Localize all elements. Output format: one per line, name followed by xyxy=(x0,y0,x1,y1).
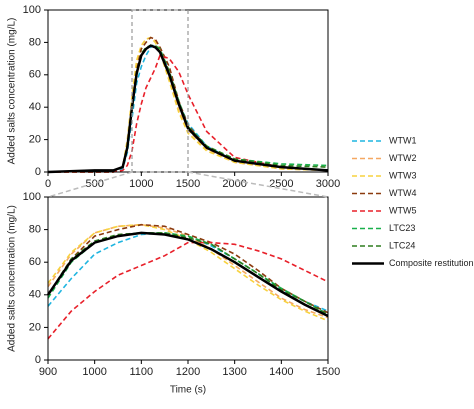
y-tick-label: 20 xyxy=(29,321,41,333)
x-tick-label: 500 xyxy=(85,178,103,190)
y-tick-label: 80 xyxy=(29,224,41,236)
legend-label: LTC23 xyxy=(389,223,415,233)
y-tick-label: 40 xyxy=(29,101,41,113)
zoom-connector xyxy=(187,171,329,198)
x-tick-label: 1300 xyxy=(222,366,246,378)
y-tick-label: 20 xyxy=(29,134,41,146)
x-tick-label: 1500 xyxy=(316,366,340,378)
x-tick-label: 900 xyxy=(39,366,57,378)
legend-label: WTW5 xyxy=(389,205,417,215)
plot-frame xyxy=(47,196,329,361)
x-tick-label: 1400 xyxy=(269,366,293,378)
y-tick-label: 80 xyxy=(29,36,41,48)
x-tick-label: 1500 xyxy=(176,178,200,190)
y-tick-label: 100 xyxy=(23,191,41,203)
x-tick-label: 3000 xyxy=(316,178,340,190)
series-line xyxy=(47,44,329,174)
y-tick-label: 0 xyxy=(35,166,41,178)
y-tick-label: 100 xyxy=(23,4,41,16)
y-tick-label: 40 xyxy=(29,289,41,301)
x-tick-label: 1200 xyxy=(176,366,200,378)
x-axis-label: Time (s) xyxy=(170,385,206,396)
y-tick-label: 60 xyxy=(29,256,41,268)
series-line xyxy=(47,241,329,340)
series-line xyxy=(48,54,329,173)
legend-label: WTW3 xyxy=(389,170,417,180)
y-tick-label: 60 xyxy=(29,69,41,81)
x-tick-label: 1000 xyxy=(82,366,106,378)
x-tick-label: 2000 xyxy=(222,178,246,190)
x-tick-label: 2500 xyxy=(269,178,293,190)
legend-label: LTC24 xyxy=(389,240,415,250)
legend-label: WTW1 xyxy=(389,135,417,145)
y-tick-label: 0 xyxy=(35,354,41,366)
y-axis-label: Added salts concentration (mg/L) xyxy=(7,18,18,165)
zoom-box xyxy=(131,9,189,173)
zoom-connector xyxy=(47,171,133,198)
series-line xyxy=(47,232,329,316)
legend-label: WTW2 xyxy=(389,153,417,163)
x-tick-label: 1000 xyxy=(129,178,153,190)
legend-label: WTW4 xyxy=(389,188,417,198)
series-line xyxy=(46,231,329,318)
x-tick-label: 1100 xyxy=(130,366,154,378)
y-axis-label: Added salts concentration (mg/L) xyxy=(7,205,18,352)
x-tick-label: 0 xyxy=(45,178,51,190)
legend-label: Composite restitution xyxy=(389,258,474,268)
